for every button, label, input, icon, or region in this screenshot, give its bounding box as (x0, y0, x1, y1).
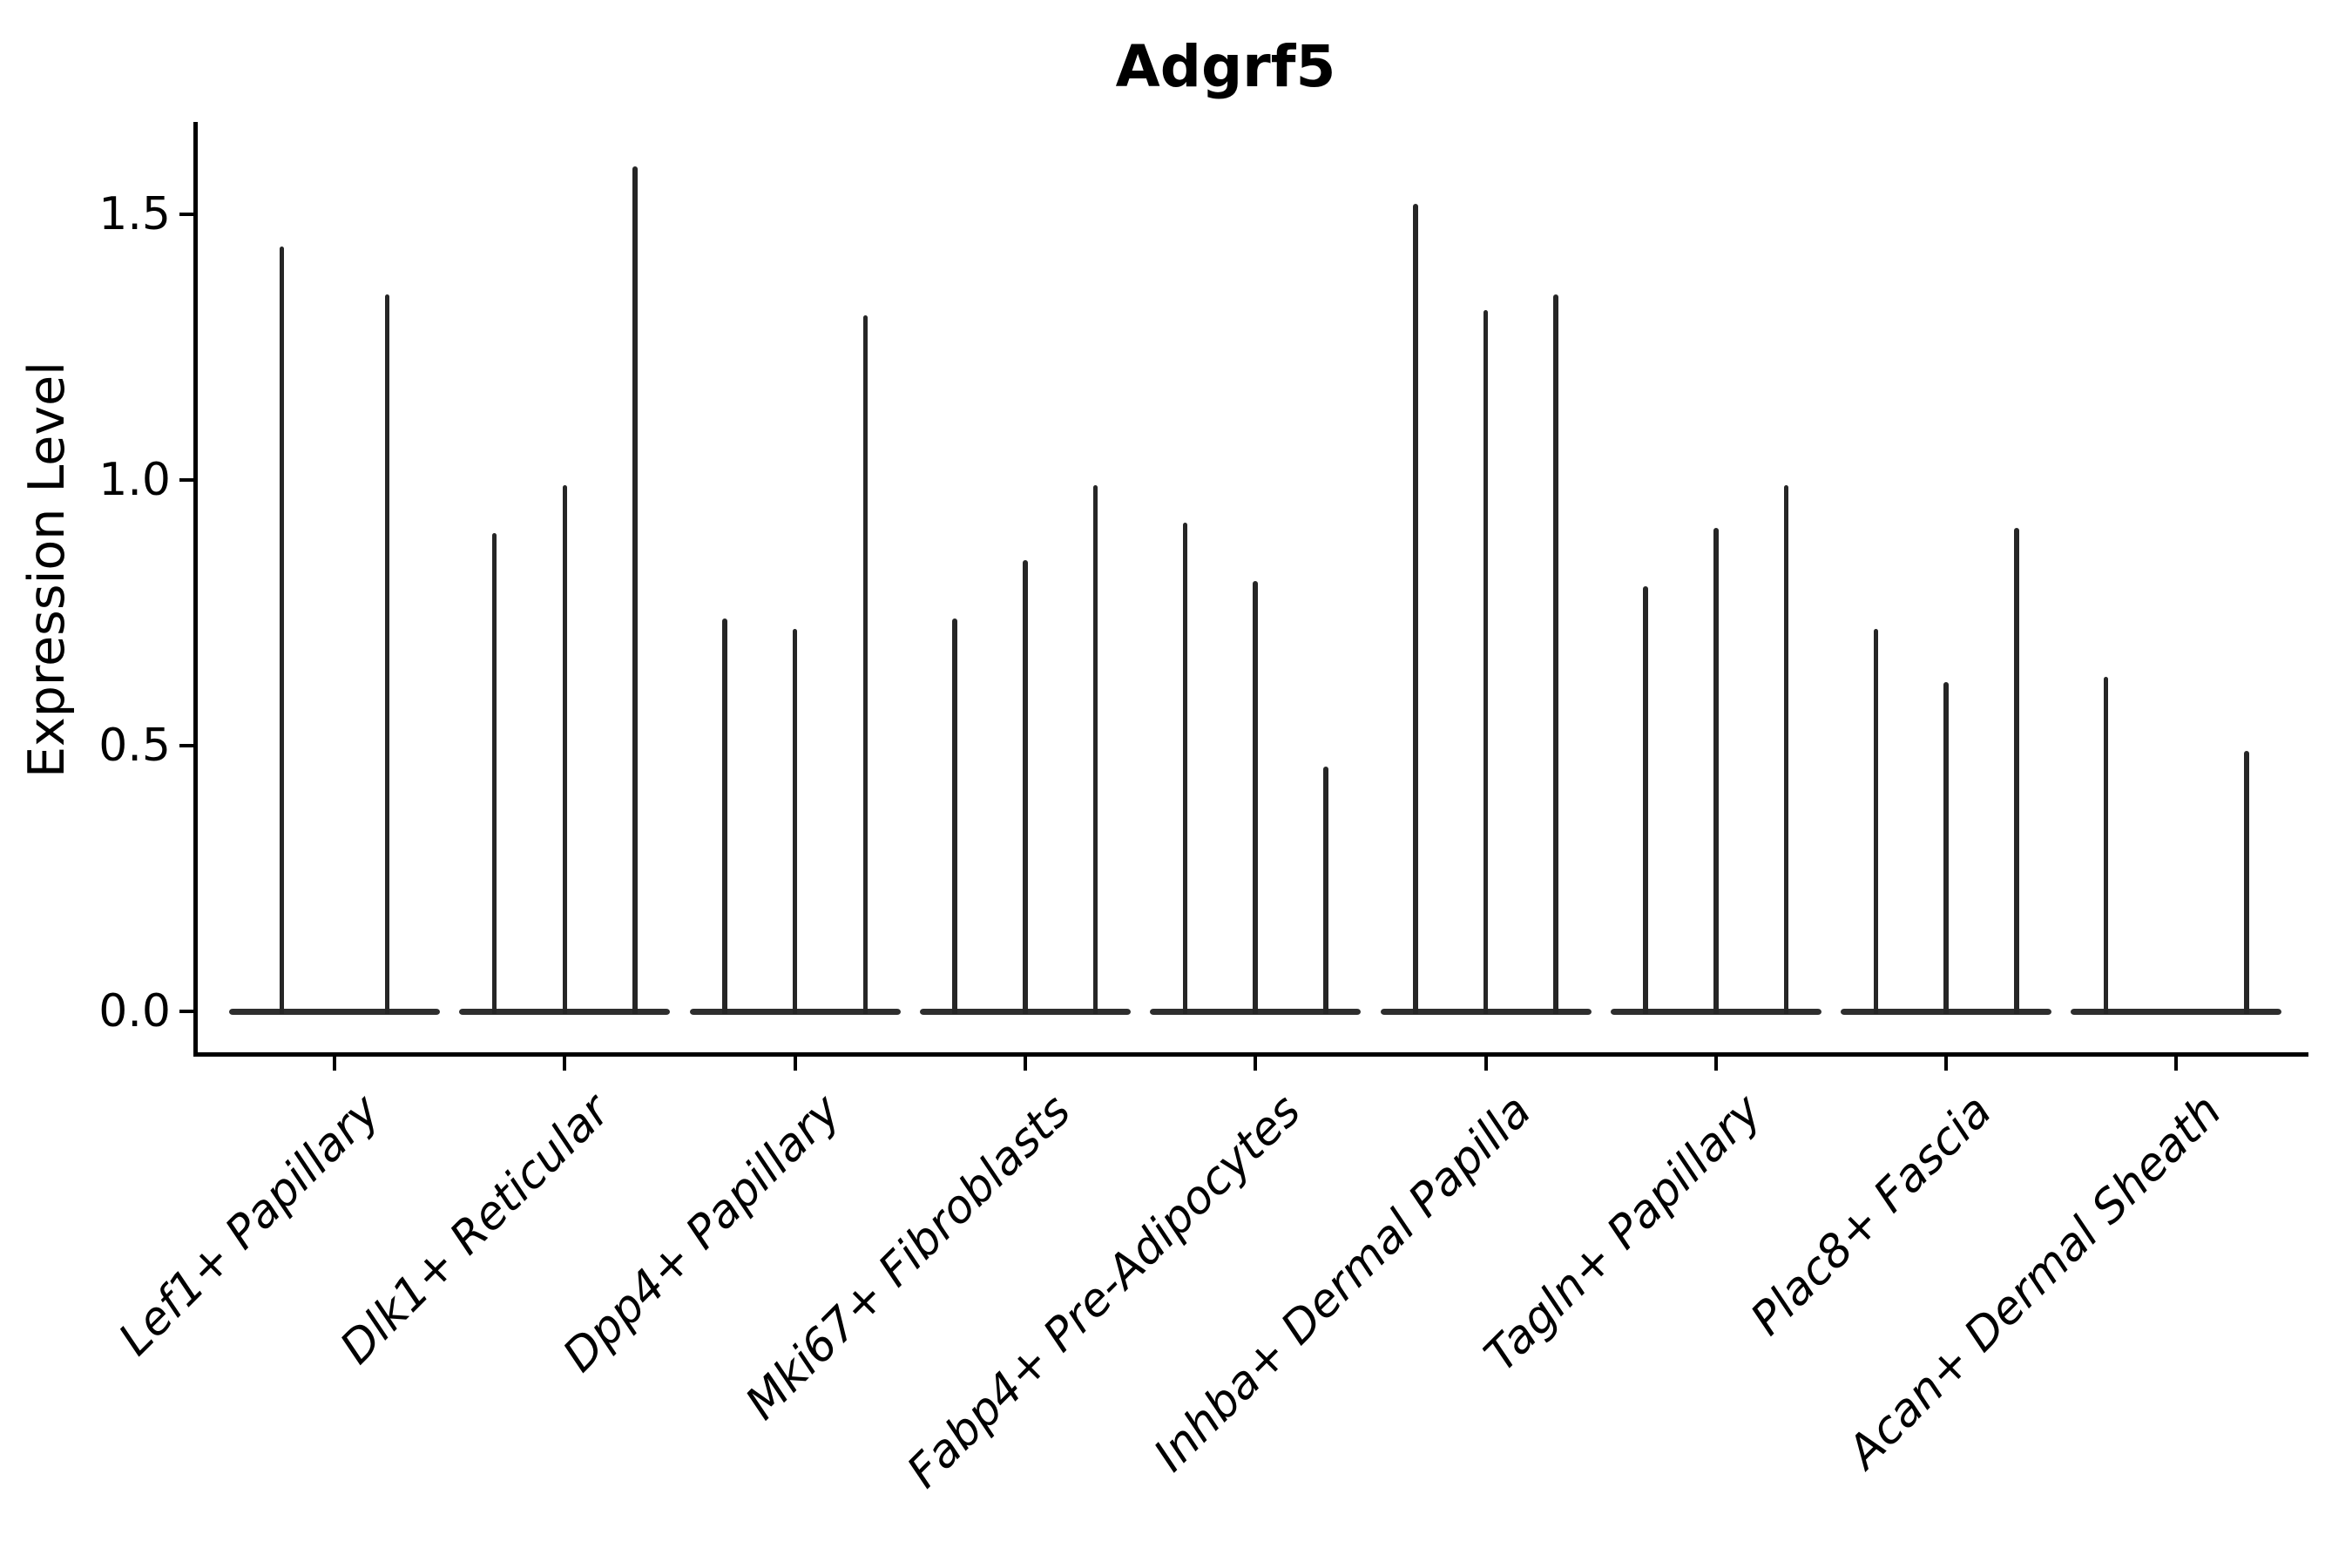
violin-spike (1023, 559, 1028, 1014)
violin-spike (562, 485, 568, 1014)
violin-spike (1483, 309, 1489, 1014)
violin-spike (722, 618, 727, 1014)
x-axis-spine (193, 1052, 2308, 1057)
violin-spike (1413, 203, 1418, 1014)
violin-spike (279, 246, 285, 1014)
violin-spike (792, 628, 798, 1014)
x-tick (1713, 1057, 1718, 1071)
x-tick (1254, 1057, 1258, 1071)
violin-spike (1713, 527, 1719, 1014)
y-axis-spine (193, 122, 198, 1057)
y-tick (179, 213, 193, 216)
violin-spike (384, 294, 390, 1014)
violin-spike (1783, 485, 1789, 1014)
x-tick (333, 1057, 336, 1071)
violin-spike (1092, 485, 1098, 1014)
x-tick (1023, 1057, 1027, 1071)
y-tick-label: 0.5 (98, 720, 171, 772)
violin-spike (1253, 580, 1258, 1014)
violin-spike (952, 618, 957, 1014)
violin-spike (2244, 751, 2249, 1014)
violin-spike (1643, 586, 1648, 1014)
violin-spike (1182, 522, 1188, 1014)
violin-spike (862, 314, 868, 1014)
violin-spike (632, 166, 638, 1014)
x-tick-label: Inhba+ Dermal Papilla (1144, 1085, 1542, 1483)
violin-baseline (2071, 1008, 2282, 1015)
x-tick (2174, 1057, 2179, 1071)
y-tick-label: 0.0 (98, 985, 171, 1037)
violin-spike (1943, 681, 1949, 1014)
violin-spike (491, 533, 497, 1014)
y-tick-label: 1.5 (98, 188, 171, 240)
y-tick (179, 744, 193, 747)
x-tick (563, 1057, 567, 1071)
violin-spike (1873, 628, 1879, 1014)
x-tick-label: Plac8+ Fascia (1740, 1085, 2002, 1346)
violin-spike (1553, 294, 1558, 1014)
violin-spike (2014, 527, 2019, 1014)
y-tick (179, 1010, 193, 1013)
violin-baseline (229, 1008, 440, 1015)
x-tick-label: Acan+ Dermal Sheath (1838, 1085, 2233, 1479)
y-tick (179, 478, 193, 482)
violin-spike (2103, 676, 2109, 1014)
violin-spike (1323, 767, 1328, 1014)
y-tick-label: 1.0 (98, 454, 171, 506)
x-tick (793, 1057, 797, 1071)
chart-title: Adgrf5 (1115, 33, 1336, 100)
x-tick (1484, 1057, 1488, 1071)
x-tick (1944, 1057, 1949, 1071)
y-axis-label: Expression Level (18, 362, 76, 778)
x-tick-label: Fabp4+ Pre-Adipocytes (897, 1085, 1311, 1498)
